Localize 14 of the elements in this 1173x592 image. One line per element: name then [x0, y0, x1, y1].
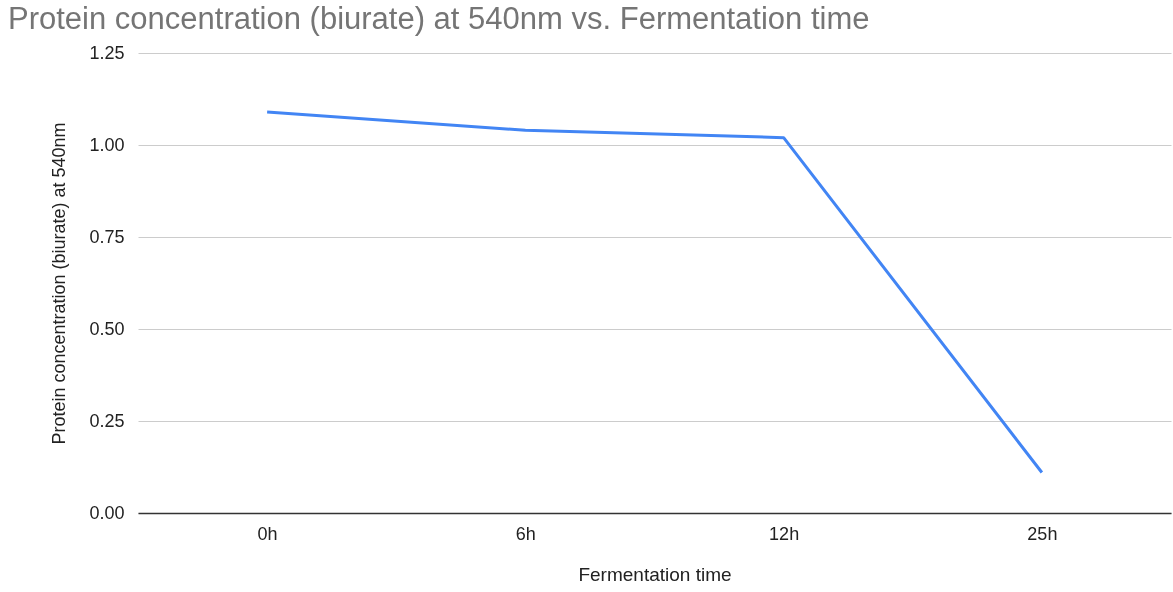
y-tick-label: 1.00 [89, 134, 125, 155]
line-series [265, 110, 1044, 475]
x-tick-label: 12h [769, 523, 800, 544]
y-tick-label: 0.25 [89, 410, 125, 431]
x-axis-title: Fermentation time [578, 563, 732, 585]
x-tick-label: 25h [1027, 523, 1058, 544]
y-axis-title: Protein concentration (biurate) at 540nm [49, 122, 70, 445]
x-tick-label: 0h [257, 523, 278, 544]
y-tick-label: 0.00 [89, 502, 125, 523]
y-tick-label: 0.50 [89, 318, 125, 339]
y-tick-label: 0.75 [89, 226, 125, 247]
chart-title: Protein concentration (biurate) at 540nm vs. Fermentation time [8, 1, 870, 36]
x-tick-label: 6h [515, 523, 536, 544]
y-tick-label: 1.25 [89, 42, 125, 63]
